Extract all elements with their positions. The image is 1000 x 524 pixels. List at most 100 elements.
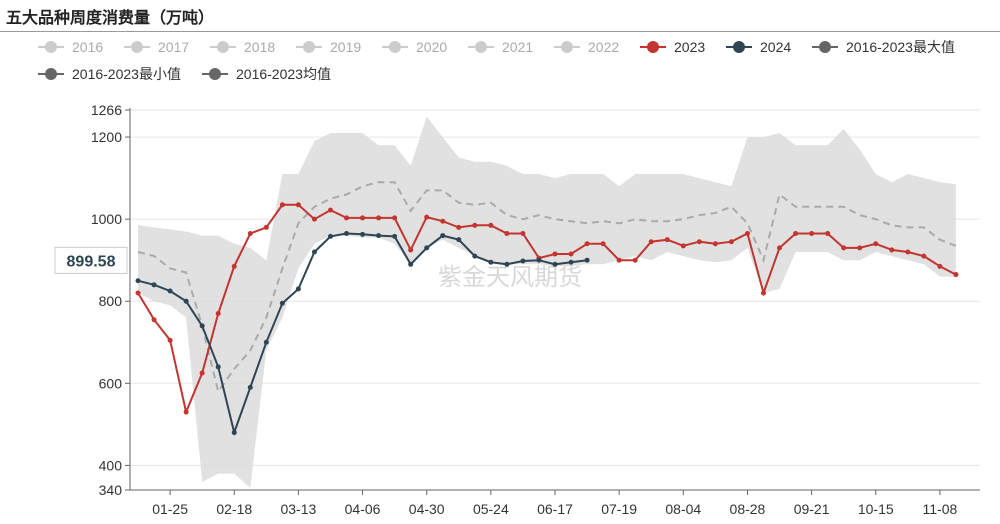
legend-item[interactable]: 2021 — [468, 39, 533, 55]
x-tick-label: 09-21 — [794, 501, 830, 517]
series-point — [937, 263, 943, 269]
series-point — [408, 247, 414, 253]
legend-item[interactable]: 2020 — [382, 39, 447, 55]
series-point — [857, 245, 863, 251]
legend-item[interactable]: 2016 — [38, 39, 103, 55]
series-point — [841, 245, 847, 251]
series-point — [648, 239, 654, 245]
legend-label: 2024 — [760, 39, 791, 55]
series-point — [921, 253, 927, 259]
series-point — [135, 278, 141, 284]
y-tick-label: 600 — [99, 375, 123, 391]
series-point — [151, 282, 157, 288]
legend-item[interactable]: 2018 — [210, 39, 275, 55]
legend-item[interactable]: 2017 — [124, 39, 189, 55]
series-point — [327, 233, 333, 239]
legend-swatch-dot — [475, 41, 487, 53]
series-point — [408, 261, 414, 267]
y-highlight-box — [54, 246, 128, 274]
series-point — [552, 261, 558, 267]
series-point — [199, 370, 205, 376]
min-max-area — [138, 116, 956, 488]
series-point — [456, 237, 462, 243]
series-point — [696, 239, 702, 245]
series-point — [424, 214, 430, 220]
series-point — [167, 337, 173, 343]
y-tick-label: 1200 — [91, 129, 122, 145]
series-point — [263, 339, 269, 345]
legend-item[interactable]: 2016-2023最大值 — [812, 39, 955, 55]
x-tick-label: 08-28 — [730, 501, 766, 517]
legend-label: 2020 — [416, 39, 447, 55]
series-point — [809, 231, 815, 237]
series-point — [344, 231, 350, 237]
x-tick-label: 01-25 — [152, 501, 188, 517]
x-tick-label: 07-19 — [601, 501, 637, 517]
series-point — [584, 241, 590, 247]
series-point — [793, 231, 799, 237]
series-point — [440, 233, 446, 239]
series-point — [360, 215, 366, 221]
legend-item[interactable]: 2016-2023最小值 — [38, 66, 181, 82]
series-point — [295, 202, 301, 208]
series-point — [568, 259, 574, 265]
legend-item[interactable]: 2022 — [554, 39, 619, 55]
series-point — [616, 257, 622, 263]
series-point — [632, 257, 638, 263]
series-point — [873, 241, 879, 247]
series-point — [584, 257, 590, 263]
legend-item[interactable]: 2023 — [640, 39, 705, 55]
legend-swatch-dot — [561, 41, 573, 53]
page-title: 五大品种周度消费量（万吨） — [6, 10, 215, 27]
series-point — [279, 300, 285, 306]
series-point — [183, 298, 189, 304]
series-point — [327, 207, 333, 213]
series-point — [360, 231, 366, 237]
x-tick-label: 04-30 — [409, 501, 445, 517]
series-point — [440, 218, 446, 224]
x-tick-label: 06-17 — [537, 501, 573, 517]
series-point — [392, 215, 398, 221]
series-point — [392, 233, 398, 239]
series-point — [263, 224, 269, 230]
legend-item[interactable]: 2019 — [296, 39, 361, 55]
series-point — [777, 245, 783, 251]
y-tick-label: 340 — [99, 482, 123, 498]
series-point — [376, 233, 382, 239]
legend-item[interactable]: 2016-2023均值 — [202, 66, 331, 82]
series-point — [488, 259, 494, 265]
legend-label: 2018 — [244, 39, 275, 55]
legend-swatch-dot — [131, 41, 143, 53]
y-tick-label: 400 — [99, 457, 123, 473]
x-tick-label: 03-13 — [280, 501, 316, 517]
legend-label: 2023 — [674, 39, 705, 55]
series-point — [311, 216, 317, 222]
series-point — [376, 215, 382, 221]
watermark: 紫金天风期货 — [438, 264, 582, 291]
y-tick-label: 1000 — [91, 211, 122, 227]
series-point — [151, 317, 157, 323]
series-point — [344, 215, 350, 221]
series-point — [472, 222, 478, 228]
legend-label: 2016-2023最小值 — [72, 66, 181, 82]
x-tick-label: 11-08 — [923, 501, 958, 517]
x-tick-label: 05-24 — [473, 501, 509, 517]
series-point — [520, 231, 526, 237]
x-tick-label: 10-15 — [858, 501, 894, 517]
min-max-band — [138, 116, 956, 488]
series-point — [905, 249, 911, 255]
legend-item[interactable]: 2024 — [726, 39, 791, 55]
series-lines — [135, 202, 959, 436]
series-point — [488, 222, 494, 228]
y-highlight-label: 899.58 — [67, 253, 116, 270]
series-point — [664, 237, 670, 243]
legend-label: 2021 — [502, 39, 533, 55]
series-point — [536, 257, 542, 263]
series-point — [215, 364, 221, 370]
legend-label: 2022 — [588, 39, 619, 55]
series-point — [600, 241, 606, 247]
series-point — [504, 231, 510, 237]
series-point — [712, 241, 718, 247]
x-tick-label: 04-06 — [345, 501, 381, 517]
x-tick-label: 02-18 — [216, 501, 252, 517]
